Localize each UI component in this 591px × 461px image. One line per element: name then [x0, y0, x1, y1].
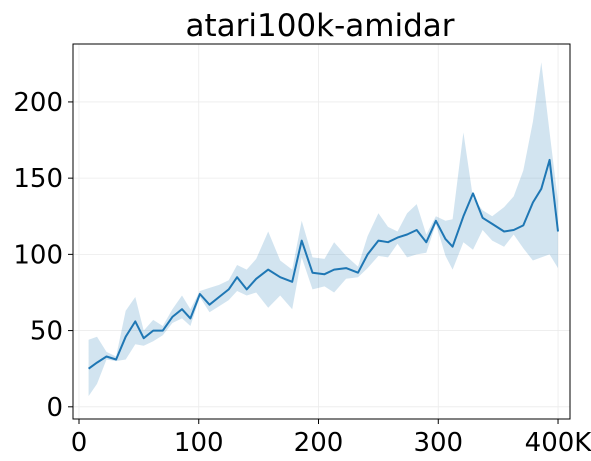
y-tick-label: 0 [46, 393, 63, 423]
x-tick-label: 200 [294, 428, 344, 458]
plot-frame [72, 43, 571, 420]
y-tick-label: 50 [30, 317, 63, 347]
y-tick-label: 200 [13, 88, 63, 118]
x-tick-label: 400K [525, 428, 591, 458]
series-line-group [88, 158, 559, 370]
std-band [88, 62, 558, 397]
y-tick-label: 150 [13, 164, 63, 194]
confidence-band [88, 62, 558, 397]
x-tick-label: 100 [174, 428, 224, 458]
y-tick-label: 100 [13, 240, 63, 270]
chart-title: atari100k-amidar [185, 8, 454, 44]
axis-ticks: 0 100 200 300 400K 0 50 100 150 200 [13, 88, 591, 458]
x-tick-label: 300 [413, 428, 463, 458]
mean-line [88, 158, 559, 370]
x-tick-label: 0 [71, 428, 88, 458]
